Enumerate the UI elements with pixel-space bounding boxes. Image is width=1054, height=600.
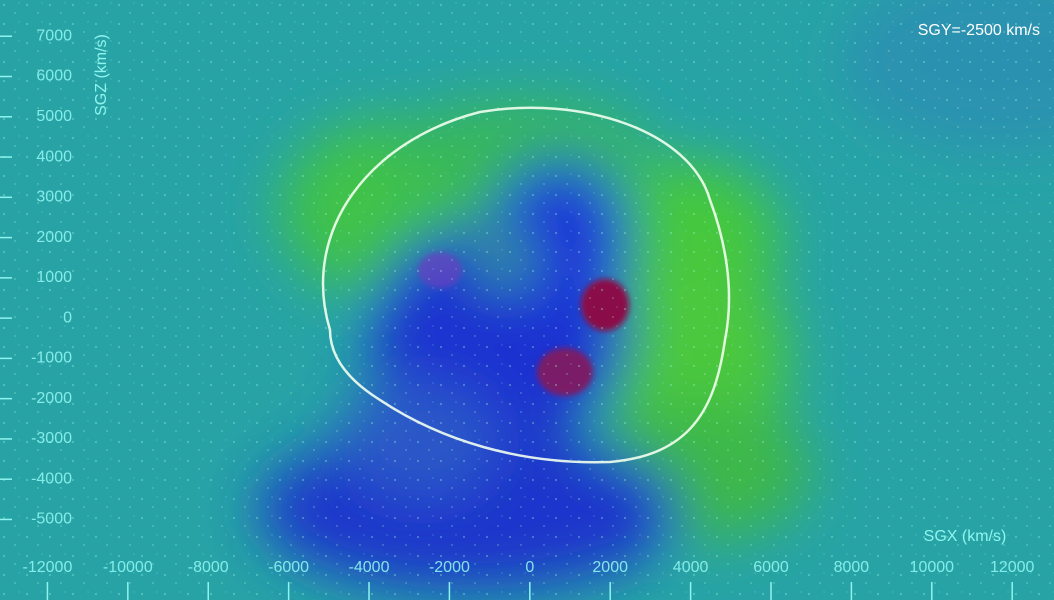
x-axis-title: SGX (km/s) — [924, 528, 1007, 545]
x-tick-label: 6000 — [753, 559, 789, 576]
y-tick-label: -3000 — [31, 430, 72, 447]
y-tick-label: 6000 — [36, 68, 72, 85]
y-tick-label: 0 — [63, 309, 72, 326]
x-tick-label: -6000 — [268, 559, 309, 576]
y-tick-label: 4000 — [36, 148, 72, 165]
x-tick-label: -2000 — [429, 559, 470, 576]
x-tick-label: 2000 — [592, 559, 628, 576]
x-tick-label: -4000 — [349, 559, 390, 576]
x-tick-label: 8000 — [834, 559, 870, 576]
x-tick-label: 12000 — [990, 559, 1035, 576]
annotation: SGY=-2500 km/s — [918, 22, 1040, 39]
x-tick-label: -10000 — [103, 559, 153, 576]
y-tick-label: 3000 — [36, 189, 72, 206]
y-tick-label: 5000 — [36, 108, 72, 125]
x-tick-label: 4000 — [673, 559, 709, 576]
y-axis-title: SGZ (km/s) — [93, 34, 110, 116]
x-tick-label: 0 — [525, 559, 534, 576]
y-tick-label: -5000 — [31, 511, 72, 528]
x-tick-label: -12000 — [23, 559, 73, 576]
y-tick-label: 1000 — [36, 269, 72, 286]
y-tick-label: 7000 — [36, 27, 72, 44]
y-tick-label: -4000 — [31, 470, 72, 487]
y-tick-label: -2000 — [31, 390, 72, 407]
y-tick-label: -1000 — [31, 350, 72, 367]
x-tick-label: 10000 — [910, 559, 955, 576]
y-tick-label: 2000 — [36, 229, 72, 246]
x-tick-label: -8000 — [188, 559, 229, 576]
